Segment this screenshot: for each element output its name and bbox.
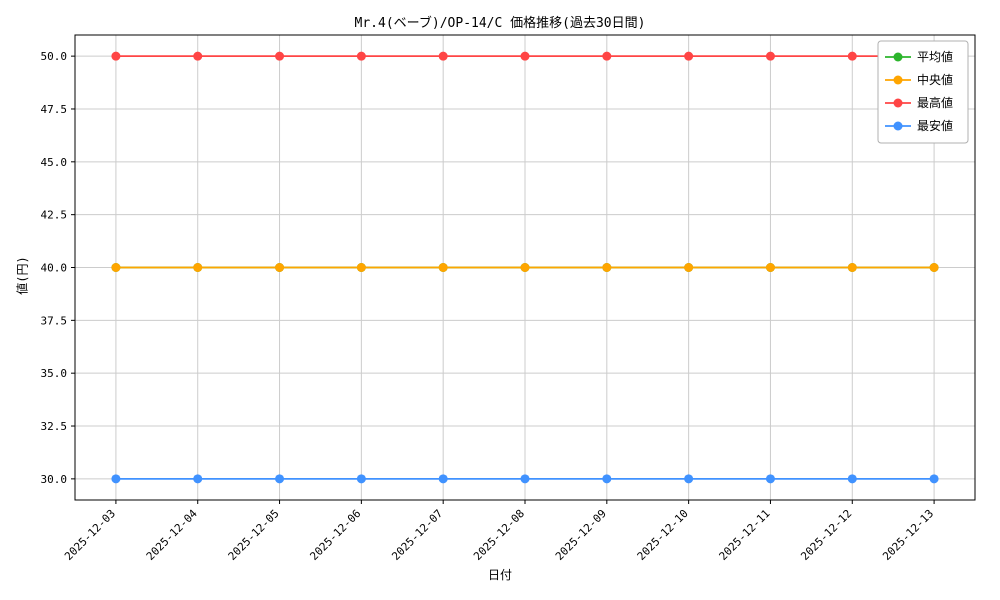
y-axis-label: 値(円) [15, 256, 30, 295]
x-tick-label: 2025-12-06 [307, 507, 363, 563]
x-tick-label: 2025-12-08 [471, 507, 527, 563]
series-marker-median [438, 263, 448, 272]
y-tick-label: 37.5 [41, 314, 68, 327]
y-tick-labels: 30.0 32.5 35.0 37.5 40.0 42.5 45.0 47.5 50.0 [41, 50, 75, 486]
legend-marker-median [893, 75, 903, 85]
x-tick-label: 2025-12-03 [62, 507, 118, 563]
series-min [111, 474, 939, 484]
series-marker-median [356, 263, 366, 272]
y-tick-label: 35.0 [41, 367, 68, 380]
legend-label-min: 最安値 [917, 118, 953, 133]
series-marker-min [684, 474, 694, 484]
series-marker-min [602, 474, 612, 484]
series-marker-max [847, 51, 857, 61]
legend-box [877, 40, 969, 144]
series-marker-min [193, 474, 203, 484]
legend-marker-min [893, 121, 903, 131]
x-tick-labels: 2025-12-03 2025-12-04 2025-12-05 2025-12-06… [62, 500, 936, 563]
series-marker-max [193, 51, 203, 61]
series-marker-min [356, 474, 366, 484]
y-tick-label: 47.5 [41, 103, 68, 116]
y-tick-label: 50.0 [41, 50, 68, 63]
series-marker-min [520, 474, 530, 484]
series-marker-min [438, 474, 448, 484]
series-marker-min [929, 474, 939, 484]
series-marker-min [765, 474, 775, 484]
series-marker-median [684, 263, 694, 272]
series-marker-median [520, 263, 530, 272]
x-tick-label: 2025-12-07 [389, 507, 445, 563]
series-marker-median [193, 263, 203, 272]
series-marker-max [275, 51, 285, 61]
y-tick-label: 42.5 [41, 209, 68, 222]
x-tick-label: 2025-12-13 [880, 507, 936, 563]
series-median [111, 263, 939, 272]
x-tick-label: 2025-12-09 [553, 507, 609, 563]
series-max [111, 51, 939, 61]
y-tick-label: 45.0 [41, 156, 68, 169]
series-marker-median [275, 263, 285, 272]
series-marker-max [602, 51, 612, 61]
legend-marker-mean [893, 52, 903, 62]
legend-label-median: 中央値 [917, 72, 953, 87]
y-tick-label: 40.0 [41, 262, 68, 275]
legend-marker-max [893, 98, 903, 108]
series-marker-median [765, 263, 775, 272]
series-marker-max [438, 51, 448, 61]
x-tick-label: 2025-12-05 [226, 507, 282, 563]
x-tick-label: 2025-12-10 [635, 507, 691, 563]
series-marker-max [684, 51, 694, 61]
x-tick-label: 2025-12-04 [144, 507, 200, 563]
series-marker-median [929, 263, 939, 272]
x-tick-label: 2025-12-12 [798, 507, 854, 563]
series-marker-median [847, 263, 857, 272]
chart-title: Mr.4(ベーブ)/OP-14/C 価格推移(過去30日間) [354, 16, 646, 31]
series-marker-max [356, 51, 366, 61]
series-marker-max [111, 51, 121, 61]
series-marker-max [520, 51, 530, 61]
series-marker-min [111, 474, 121, 484]
legend-label-mean: 平均値 [917, 49, 953, 64]
x-tick-label: 2025-12-11 [717, 507, 773, 563]
series-marker-min [847, 474, 857, 484]
series-marker-min [275, 474, 285, 484]
y-tick-label: 32.5 [41, 420, 68, 433]
x-axis-label: 日付 [487, 568, 512, 582]
series-marker-median [111, 263, 121, 272]
legend-label-max: 最高値 [917, 95, 953, 110]
series-marker-max [765, 51, 775, 61]
y-tick-label: 30.0 [41, 473, 68, 486]
series-marker-median [602, 263, 612, 272]
